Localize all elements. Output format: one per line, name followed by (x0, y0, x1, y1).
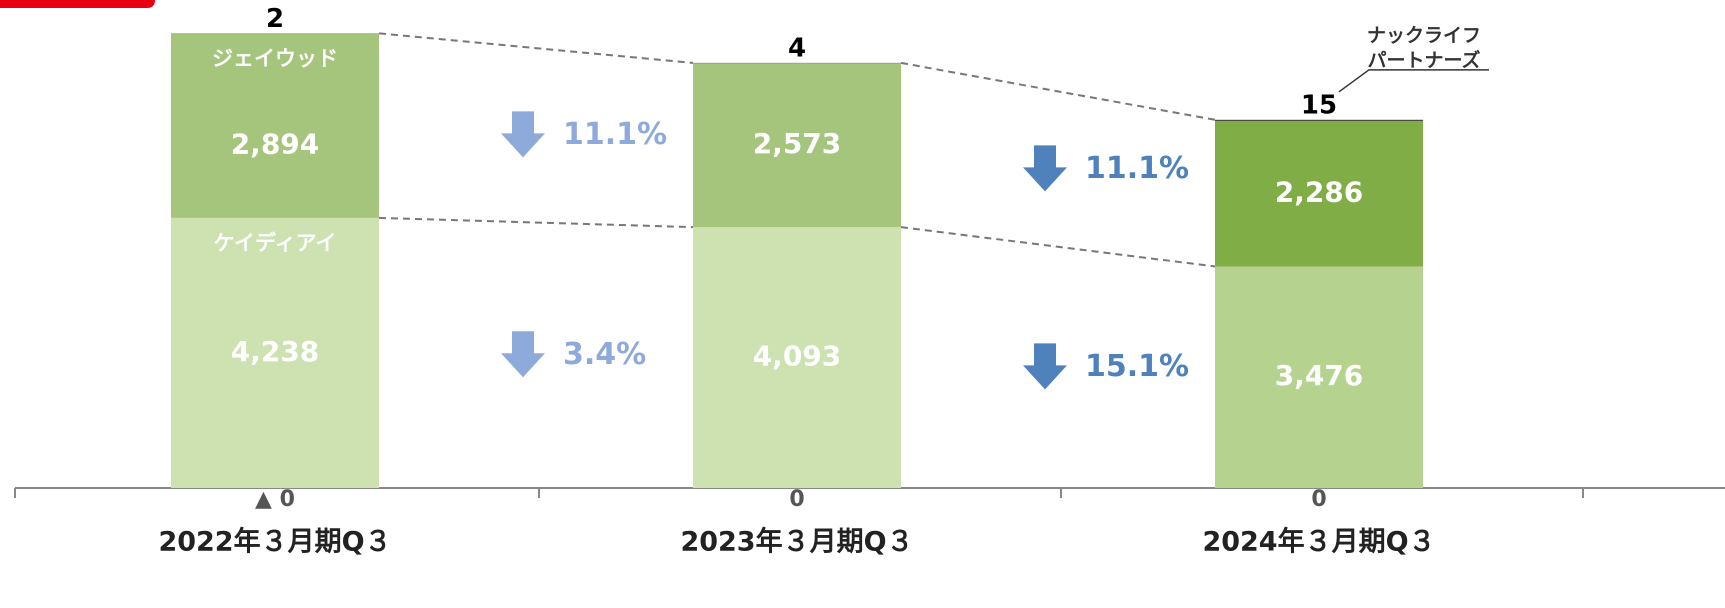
value-label: 15 (1301, 90, 1337, 120)
bar-segment (1215, 120, 1423, 267)
connector-line (900, 61, 1216, 121)
change-label: 15.1% (1085, 349, 1189, 384)
value-label: 4,238 (231, 335, 320, 368)
down-arrow (1023, 343, 1067, 390)
connector-line (378, 216, 694, 229)
value-label: 2 (266, 4, 284, 34)
x-tick-label: 2023年３月期Q３ (680, 526, 913, 558)
value-label: 3,476 (1275, 359, 1364, 392)
corner-decoration (0, 0, 155, 8)
x-tick-label: 2024年３月期Q３ (1202, 526, 1435, 558)
change-label: 11.1% (563, 117, 667, 152)
down-arrow (1023, 145, 1067, 192)
change-label: 11.1% (1085, 151, 1189, 186)
bar-segment (693, 63, 901, 228)
value-label: 2,573 (753, 127, 842, 160)
bar-segment (1215, 266, 1423, 488)
bar-segment (693, 227, 901, 488)
bar-segment (171, 217, 379, 488)
leader-line (1338, 69, 1489, 93)
series-name-label: ケイディアイ (213, 231, 336, 255)
change-label: 3.4% (563, 337, 646, 372)
value-label: 2,286 (1275, 176, 1364, 209)
zero-label: 0 (1311, 487, 1326, 512)
connector-line (900, 226, 1216, 268)
zero-label: 0 (789, 487, 804, 512)
zero-label: ▲ 0 (255, 487, 295, 512)
bar-segment (1215, 119, 1423, 121)
down-arrow (501, 111, 545, 158)
series-name-label: ナックライフ (1367, 25, 1481, 47)
value-label: 4 (788, 33, 806, 63)
value-label: 2,894 (231, 128, 320, 161)
bar-segment (171, 33, 379, 218)
series-name-label: パートナーズ (1367, 49, 1480, 72)
value-label: 4,093 (753, 340, 842, 373)
down-arrow (501, 331, 545, 378)
series-name-label: ジェイウッド (212, 46, 338, 70)
x-tick-label: 2022年３月期Q３ (158, 526, 391, 558)
connector-line (378, 32, 694, 64)
